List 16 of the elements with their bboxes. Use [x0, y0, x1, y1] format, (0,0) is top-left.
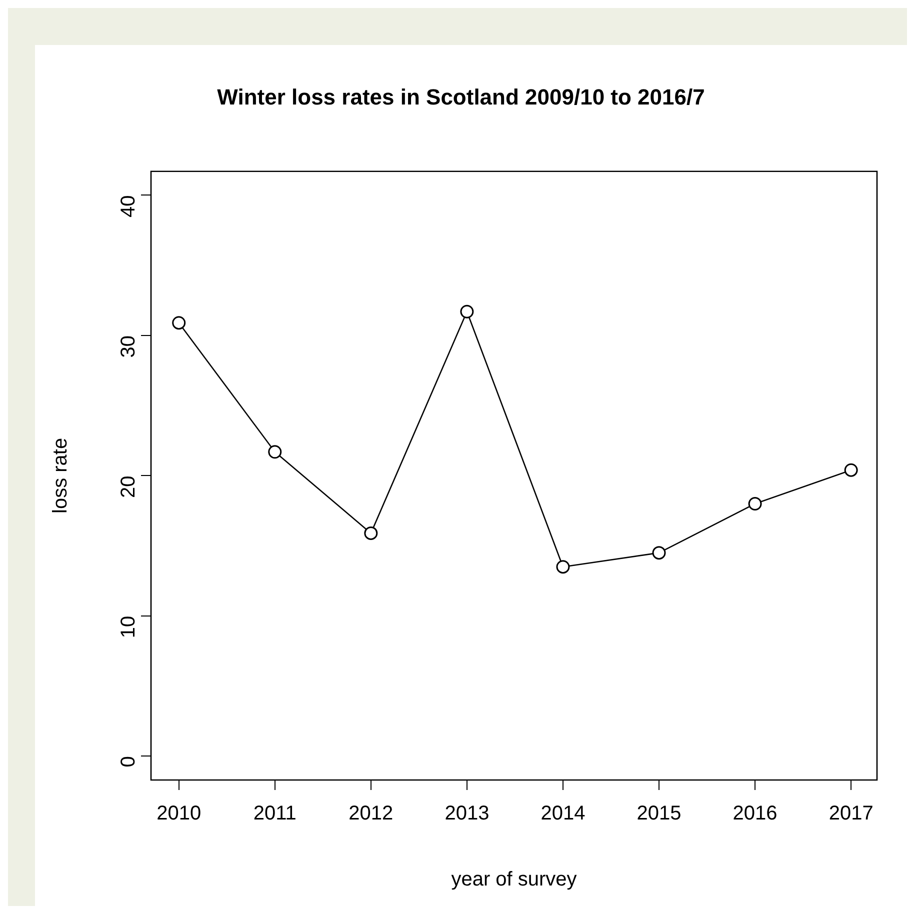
x-tick-label: 2010	[156, 802, 202, 825]
y-axis-title: loss rate	[50, 438, 72, 514]
y-tick-label: 10	[118, 616, 140, 638]
y-tick-label: 0	[118, 756, 140, 768]
y-tick-label: 40	[118, 195, 140, 218]
y-tick-label: 30	[118, 335, 140, 358]
chart-title: Winter loss rates in Scotland 2009/10 to 2016/7	[217, 84, 705, 110]
x-tick-label: 2016	[732, 802, 778, 825]
x-tick-label: 2015	[636, 802, 682, 825]
x-axis-title: year of survey	[451, 868, 577, 891]
x-tick-label: 2011	[253, 802, 296, 825]
x-tick-label: 2014	[540, 802, 586, 825]
x-tick-label: 2013	[444, 802, 490, 825]
x-tick-label: 2012	[348, 802, 394, 825]
y-tick-label: 20	[118, 476, 140, 498]
x-tick-label: 2017	[828, 802, 874, 825]
